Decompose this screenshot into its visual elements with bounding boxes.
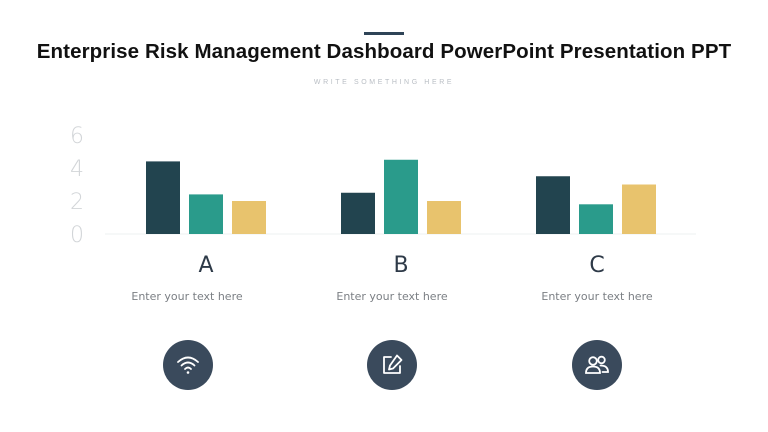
page-title: Enterprise Risk Management Dashboard Pow…	[36, 40, 732, 63]
group-label-a: A	[198, 253, 214, 278]
bar-c-3	[622, 184, 656, 234]
y-tick-label: 4	[70, 157, 84, 182]
bar-a-1	[146, 161, 180, 234]
bar-c-1	[536, 176, 570, 234]
bar-c-2	[579, 204, 613, 234]
bar-a-3	[232, 201, 266, 234]
bar-b-3	[427, 201, 461, 234]
group-text-c: Enter your text here	[541, 290, 653, 303]
edit-icon	[367, 340, 417, 390]
title-accent-bar	[364, 32, 404, 35]
group-label-c: C	[589, 253, 605, 278]
wifi-icon	[163, 340, 213, 390]
y-tick-label: 2	[70, 190, 84, 215]
group-text-a: Enter your text here	[131, 290, 243, 303]
bar-a-2	[189, 194, 223, 234]
group-text-b: Enter your text here	[336, 290, 448, 303]
bar-b-1	[341, 192, 375, 234]
page-subtitle: WRITE SOMETHING HERE	[313, 79, 455, 86]
group-label-b: B	[393, 253, 409, 278]
y-tick-label: 0	[70, 223, 84, 248]
y-tick-label: 6	[70, 124, 84, 149]
bar-b-2	[384, 159, 418, 234]
users-icon	[572, 340, 622, 390]
